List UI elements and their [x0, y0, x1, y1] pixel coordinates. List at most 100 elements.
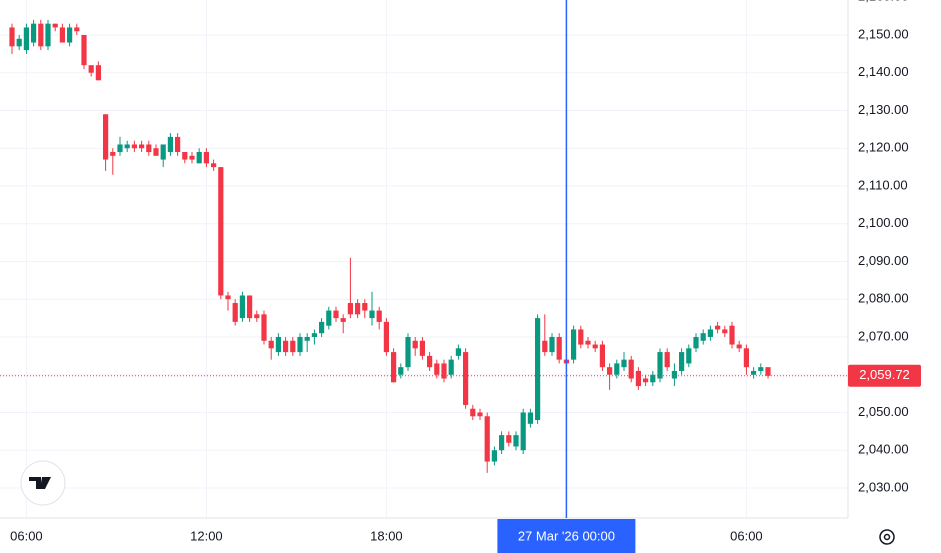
candle-body	[765, 367, 771, 376]
y-tick-label: 2,110.00	[858, 177, 908, 192]
candle-body	[542, 340, 548, 353]
candle-body	[599, 344, 605, 368]
candle-body	[419, 340, 425, 356]
candle-body	[722, 329, 728, 334]
candle-body	[182, 152, 188, 160]
y-tick-label: 2,030.00	[858, 479, 909, 494]
crosshair-label: 27 Mar '26 00:00	[518, 528, 615, 543]
y-tick-label: 2,140.00	[858, 64, 909, 79]
candle-body	[268, 340, 274, 349]
candle-body	[146, 144, 152, 153]
candle-body	[283, 340, 289, 353]
candle-body	[103, 114, 109, 160]
candle-body	[614, 363, 620, 375]
candle-body	[225, 295, 231, 300]
candle-body	[398, 367, 404, 375]
candle-body	[347, 303, 353, 315]
candle-body	[657, 352, 663, 379]
candle-body	[520, 412, 526, 451]
candle-body	[131, 144, 137, 149]
x-tick-label: 06:00	[10, 528, 43, 543]
candle-body	[369, 310, 375, 319]
candle-body	[751, 370, 757, 375]
candle-body	[376, 310, 382, 322]
candle-body	[578, 329, 584, 345]
candle-body	[52, 23, 58, 28]
candle-body	[319, 321, 325, 334]
candle-body	[275, 336, 281, 353]
candle-body	[491, 450, 497, 462]
candle-body	[513, 435, 519, 447]
candle-body	[607, 367, 613, 375]
candle-body	[643, 378, 649, 383]
candle-body	[59, 27, 65, 43]
candle-body	[153, 148, 159, 156]
y-tick-label: 2,050.00	[858, 404, 909, 419]
logo	[20, 460, 66, 506]
candle-body	[160, 144, 166, 160]
y-tick-label: 2,080.00	[858, 291, 909, 306]
candle-body	[95, 65, 101, 81]
candle-body	[527, 412, 533, 424]
candle-body	[455, 348, 461, 356]
candle-body	[239, 295, 245, 319]
candle-body	[304, 336, 310, 341]
candle-body	[9, 27, 15, 47]
candle-body	[45, 23, 51, 47]
candle-body	[693, 336, 699, 349]
candle-body	[247, 295, 253, 319]
settings-icon[interactable]	[879, 529, 895, 545]
candle-body	[686, 348, 692, 364]
candle-body	[196, 152, 202, 164]
last-price-box	[848, 364, 921, 387]
candle-body	[448, 359, 454, 375]
crosshair-label-box	[497, 519, 636, 553]
y-tick-label: 2,040.00	[858, 442, 909, 457]
candle-body	[203, 152, 209, 164]
candle-body	[484, 416, 490, 462]
candle-body	[232, 303, 238, 322]
candle-body	[383, 321, 389, 353]
candle-body	[700, 333, 706, 341]
candle-body	[355, 303, 361, 315]
candle-body	[405, 336, 411, 368]
candle-body	[506, 435, 512, 443]
candle-body	[297, 336, 303, 353]
y-tick-label: 2,070.00	[858, 328, 909, 343]
candle-body	[671, 370, 677, 379]
candle-body	[758, 367, 764, 371]
candle-body	[571, 329, 577, 360]
candle-body	[218, 167, 224, 296]
candle-body	[715, 325, 721, 330]
candle-body	[175, 136, 181, 153]
candle-body	[74, 27, 80, 32]
candle-body	[67, 27, 73, 43]
candle-body	[333, 310, 339, 319]
y-tick-label: 2,160.00	[858, 0, 909, 4]
candle-body	[124, 144, 130, 149]
candle-body	[664, 352, 670, 368]
y-tick-label: 2,120.00	[858, 140, 909, 155]
candle-body	[16, 38, 22, 47]
y-tick-label: 2,150.00	[858, 26, 909, 41]
candle-body	[88, 65, 94, 73]
candle-body	[736, 344, 742, 349]
x-tick-label: 06:00	[730, 528, 763, 543]
candle-body	[261, 314, 267, 341]
x-tick-label: 18:00	[370, 528, 403, 543]
candle-body	[139, 144, 145, 149]
candle-body	[585, 340, 591, 345]
candle-body	[729, 325, 735, 345]
candle-body	[23, 27, 29, 51]
candle-body	[463, 352, 469, 405]
candle-body	[211, 163, 217, 168]
candle-body	[81, 34, 87, 66]
candle-body	[621, 359, 627, 368]
candle-body	[340, 318, 346, 322]
candle-body	[535, 318, 541, 421]
last-price-label: 2,059.72	[859, 367, 910, 382]
candle-body	[628, 359, 634, 379]
candle-body	[110, 152, 116, 156]
candle-body	[412, 340, 418, 349]
